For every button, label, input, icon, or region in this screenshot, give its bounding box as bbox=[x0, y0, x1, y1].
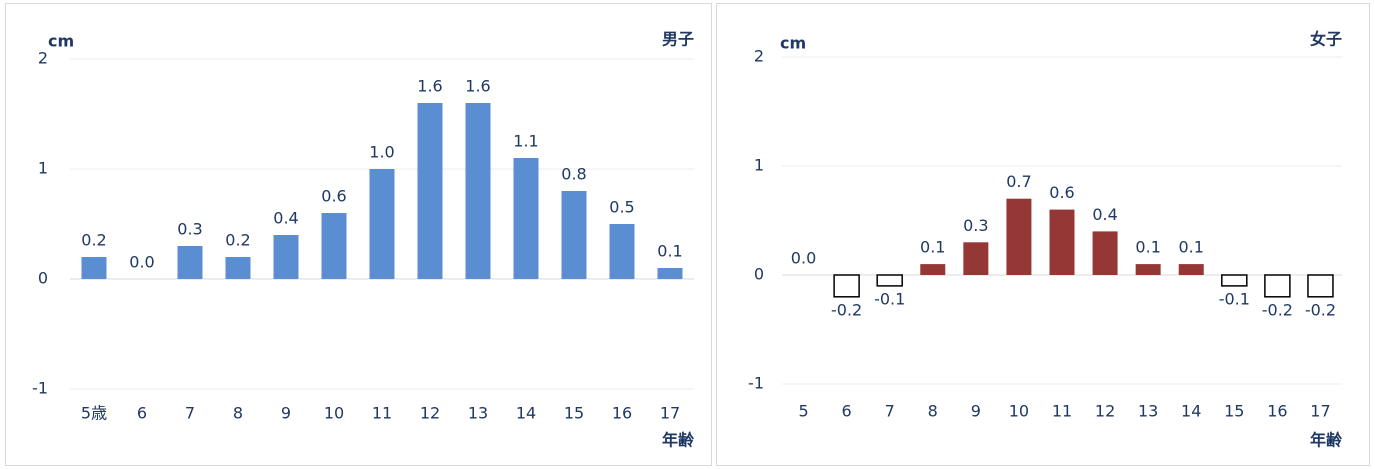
value-label: -0.1 bbox=[874, 289, 905, 308]
x-tick-label: 8 bbox=[233, 404, 243, 423]
x-tick-label: 13 bbox=[1138, 402, 1158, 421]
x-tick-label: 7 bbox=[185, 404, 195, 423]
value-label: 1.6 bbox=[465, 77, 490, 96]
bar bbox=[465, 103, 491, 279]
value-label: 0.0 bbox=[129, 253, 154, 272]
bar bbox=[609, 224, 635, 279]
y-tick-label: 0 bbox=[38, 269, 48, 288]
y-tick-label: -1 bbox=[32, 379, 48, 398]
value-label: -0.1 bbox=[1219, 289, 1250, 308]
x-tick-label: 9 bbox=[971, 402, 981, 421]
value-label: 0.5 bbox=[609, 198, 634, 217]
value-label: 0.8 bbox=[561, 165, 586, 184]
bar bbox=[1092, 231, 1118, 275]
value-label: 0.3 bbox=[963, 216, 988, 235]
x-tick-label: 14 bbox=[516, 404, 536, 423]
bar bbox=[963, 242, 989, 275]
value-label: 0.6 bbox=[321, 187, 346, 206]
x-tick-label: 5 bbox=[798, 402, 808, 421]
x-tick-label: 10 bbox=[1009, 402, 1029, 421]
value-label: -0.2 bbox=[831, 300, 862, 319]
x-tick-label: 9 bbox=[281, 404, 291, 423]
value-label: 0.3 bbox=[177, 220, 202, 239]
x-tick-label: 8 bbox=[928, 402, 938, 421]
bar bbox=[417, 103, 443, 279]
x-tick-label: 16 bbox=[1267, 402, 1287, 421]
bar bbox=[1006, 198, 1032, 275]
y-tick-label: 1 bbox=[38, 159, 48, 178]
value-label: 0.1 bbox=[657, 242, 682, 261]
bar bbox=[513, 158, 539, 279]
bar bbox=[1049, 209, 1075, 275]
value-label: -0.2 bbox=[1305, 300, 1336, 319]
x-tick-label: 12 bbox=[420, 404, 440, 423]
x-axis-label: 年齢 bbox=[1310, 431, 1343, 450]
panel-frame bbox=[5, 3, 712, 466]
y-tick-label: -1 bbox=[748, 374, 764, 393]
x-tick-label: 10 bbox=[324, 404, 344, 423]
bar bbox=[876, 274, 903, 287]
x-tick-label: 16 bbox=[612, 404, 632, 423]
x-tick-label: 6 bbox=[137, 404, 147, 423]
y-tick-label: 1 bbox=[754, 156, 764, 175]
x-tick-label: 17 bbox=[660, 404, 680, 423]
value-label: 0.4 bbox=[1092, 205, 1117, 224]
x-tick-label: 14 bbox=[1181, 402, 1201, 421]
x-tick-label: 15 bbox=[1224, 402, 1244, 421]
bar bbox=[561, 191, 587, 279]
value-label: 0.4 bbox=[273, 209, 298, 228]
y-tick-label: 2 bbox=[754, 47, 764, 66]
x-tick-label: 7 bbox=[885, 402, 895, 421]
value-label: 0.0 bbox=[791, 249, 816, 268]
value-label: 1.0 bbox=[369, 143, 394, 162]
panel-frame bbox=[716, 3, 1370, 466]
bar bbox=[177, 246, 203, 279]
value-label: 0.7 bbox=[1006, 172, 1031, 191]
bar bbox=[1135, 264, 1161, 275]
unit-label: cm bbox=[780, 34, 806, 53]
value-label: 1.6 bbox=[417, 77, 442, 96]
bar bbox=[833, 274, 860, 298]
bar bbox=[920, 264, 946, 275]
bar bbox=[1307, 274, 1334, 298]
unit-label: cm bbox=[48, 32, 74, 51]
bar bbox=[273, 235, 299, 279]
bar bbox=[1221, 274, 1248, 287]
y-tick-label: 2 bbox=[38, 49, 48, 68]
x-tick-label: 17 bbox=[1310, 402, 1330, 421]
x-tick-label: 15 bbox=[564, 404, 584, 423]
x-tick-label: 6 bbox=[842, 402, 852, 421]
bar bbox=[369, 169, 395, 279]
bar bbox=[1178, 264, 1204, 275]
bar bbox=[81, 257, 107, 279]
value-label: -0.2 bbox=[1262, 300, 1293, 319]
y-tick-label: 0 bbox=[754, 265, 764, 284]
x-axis-label: 年齢 bbox=[662, 431, 695, 450]
bar bbox=[657, 268, 683, 279]
x-tick-label: 12 bbox=[1095, 402, 1115, 421]
bar bbox=[225, 257, 251, 279]
chart-title: 男子 bbox=[662, 30, 694, 49]
x-tick-label: 13 bbox=[468, 404, 488, 423]
bar bbox=[1264, 274, 1291, 298]
x-tick-label: 11 bbox=[1052, 402, 1072, 421]
value-label: 0.1 bbox=[1179, 238, 1204, 257]
value-label: 0.1 bbox=[1135, 238, 1160, 257]
value-label: 1.1 bbox=[513, 132, 538, 151]
x-tick-label: 5歳 bbox=[81, 404, 107, 423]
chart-title: 女子 bbox=[1310, 30, 1342, 49]
value-label: 0.2 bbox=[225, 231, 250, 250]
bar bbox=[321, 213, 347, 279]
value-label: 0.1 bbox=[920, 238, 945, 257]
x-tick-label: 11 bbox=[372, 404, 392, 423]
value-label: 0.6 bbox=[1049, 183, 1074, 202]
value-label: 0.2 bbox=[81, 231, 106, 250]
